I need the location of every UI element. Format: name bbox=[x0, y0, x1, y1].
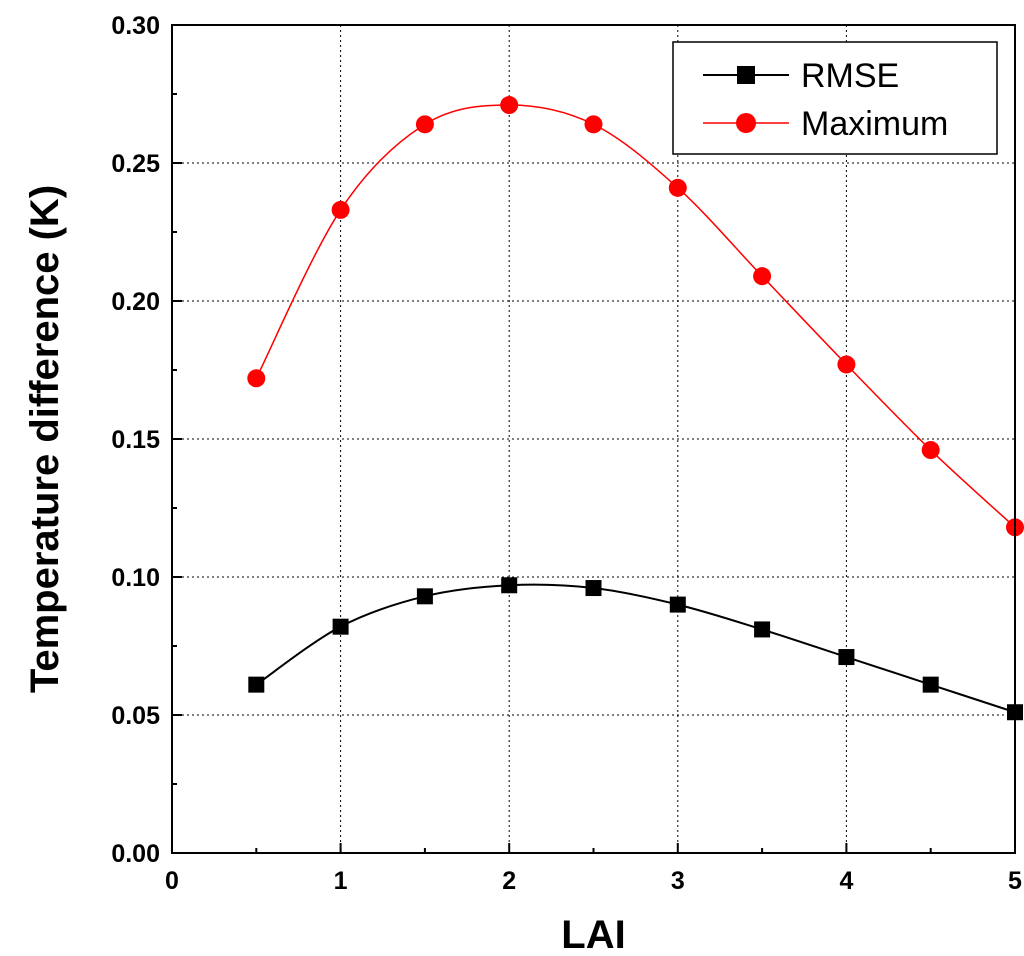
ticks bbox=[171, 24, 1016, 854]
x-tick-label: 3 bbox=[671, 867, 685, 895]
series-line-maximum bbox=[255, 104, 1016, 528]
y-tick-label: 0.20 bbox=[111, 288, 160, 316]
series-line-rmse bbox=[255, 583, 1016, 714]
data-point-maximum bbox=[753, 267, 772, 286]
data-point-rmse bbox=[754, 621, 771, 638]
legend: RMSE Maximum bbox=[672, 41, 998, 155]
x-tick-label: 0 bbox=[165, 867, 179, 895]
tick-labels: 0 1 2 3 4 5 0.00 0.05 0.10 0.15 0.20 0.25 0.30 bbox=[111, 12, 1022, 895]
data-point-maximum bbox=[331, 200, 350, 219]
x-tick-label: 5 bbox=[1008, 867, 1022, 895]
x-tick-label: 1 bbox=[334, 867, 348, 895]
series-maximum bbox=[247, 96, 1024, 537]
data-point-rmse bbox=[585, 580, 602, 597]
data-point-maximum bbox=[668, 178, 687, 197]
data-point-rmse bbox=[669, 596, 686, 613]
x-tick-label: 2 bbox=[502, 867, 516, 895]
legend-label-rmse: RMSE bbox=[801, 57, 899, 95]
x-axis-title: LAI bbox=[561, 913, 625, 956]
y-tick-label: 0.10 bbox=[111, 564, 160, 592]
data-point-maximum bbox=[921, 441, 940, 460]
y-tick-label: 0.30 bbox=[111, 12, 160, 40]
data-point-maximum bbox=[500, 96, 519, 115]
legend-marker-maximum bbox=[736, 113, 756, 133]
y-tick-label: 0.00 bbox=[111, 840, 160, 868]
y-tick-label: 0.15 bbox=[111, 426, 160, 454]
grid bbox=[172, 25, 1015, 853]
x-tick-label: 4 bbox=[839, 867, 853, 895]
legend-label-maximum: Maximum bbox=[801, 105, 948, 143]
data-point-rmse bbox=[416, 588, 433, 605]
y-tick-label: 0.25 bbox=[111, 150, 160, 178]
data-point-rmse bbox=[501, 577, 518, 594]
y-tick-label: 0.05 bbox=[111, 702, 160, 730]
data-point-rmse bbox=[332, 618, 349, 635]
series-layer bbox=[247, 96, 1024, 721]
data-point-rmse bbox=[922, 676, 939, 693]
legend-box bbox=[672, 41, 998, 155]
data-point-maximum bbox=[837, 355, 856, 374]
y-axis-title: Temperature difference (K) bbox=[23, 185, 67, 693]
data-point-rmse bbox=[838, 649, 855, 666]
data-point-rmse bbox=[248, 676, 265, 693]
data-point-maximum bbox=[247, 369, 266, 388]
legend-marker-rmse bbox=[737, 66, 755, 84]
series-rmse bbox=[248, 577, 1023, 721]
data-point-maximum bbox=[415, 115, 434, 134]
data-point-maximum bbox=[584, 115, 603, 134]
